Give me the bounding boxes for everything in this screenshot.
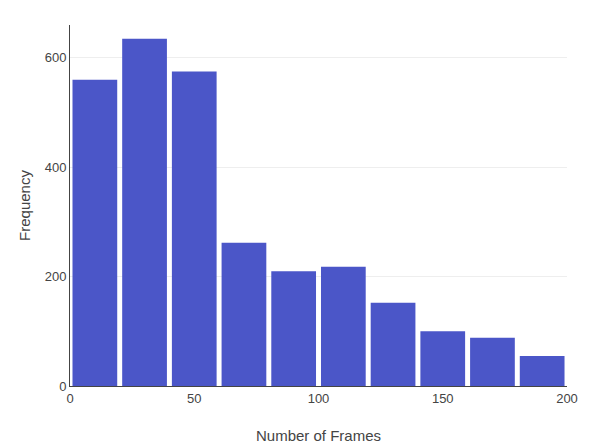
svg-text:200: 200	[45, 269, 67, 284]
svg-text:Frequency: Frequency	[16, 170, 33, 241]
svg-text:600: 600	[45, 50, 67, 65]
svg-text:400: 400	[45, 160, 67, 175]
svg-text:200: 200	[556, 391, 578, 406]
svg-text:0: 0	[59, 379, 66, 394]
svg-text:50: 50	[187, 391, 201, 406]
svg-text:100: 100	[308, 391, 330, 406]
svg-text:Number of Frames: Number of Frames	[256, 427, 381, 444]
svg-text:0: 0	[66, 391, 73, 406]
svg-text:150: 150	[432, 391, 454, 406]
